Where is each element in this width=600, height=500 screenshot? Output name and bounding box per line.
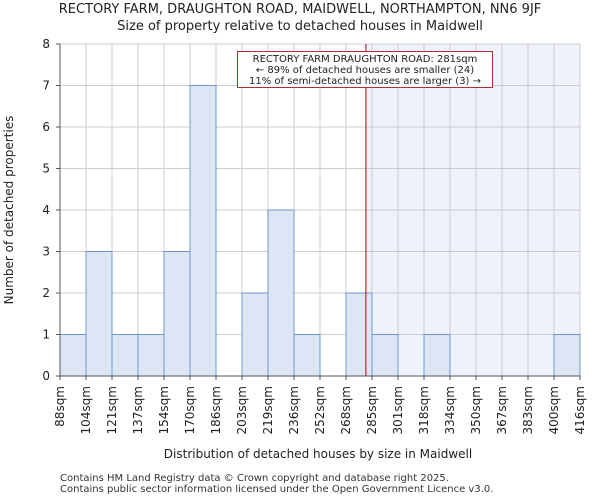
bar-121sqm (111, 334, 139, 377)
y-tick-label: 2 (42, 286, 50, 300)
y-tick-label: 7 (42, 79, 50, 93)
y-tick-label: 4 (42, 203, 50, 217)
x-tick-label: 154sqm (157, 386, 171, 434)
annotation-line-1: RECTORY FARM DRAUGHTON ROAD: 281sqm (252, 54, 478, 65)
bar-203sqm (241, 292, 269, 377)
y-tick-label: 0 (42, 369, 50, 383)
y-tick-label: 3 (42, 245, 50, 259)
bar-104sqm (85, 251, 113, 377)
annotation-line-3: 11% of semi-detached houses are larger (… (248, 76, 482, 87)
x-tick-label: 252sqm (313, 386, 327, 434)
bar-154sqm (163, 251, 191, 377)
bar-88sqm (59, 334, 87, 377)
x-axis-label: Distribution of detached houses by size … (164, 447, 472, 461)
x-tick-label: 285sqm (365, 386, 379, 434)
x-tick-label: 416sqm (573, 386, 587, 434)
x-tick-label: 383sqm (521, 386, 535, 434)
bar-219sqm (267, 209, 295, 377)
x-tick-label: 400sqm (547, 386, 561, 434)
x-tick-label: 121sqm (105, 386, 119, 434)
y-axis-label: Number of detached properties (2, 116, 16, 305)
bar-137sqm (137, 334, 165, 377)
property-annotation-box: RECTORY FARM DRAUGHTON ROAD: 281sqm ← 89… (237, 51, 493, 88)
footer-licence: Contains public sector information licen… (60, 484, 494, 495)
y-tick-label: 6 (42, 120, 50, 134)
x-tick-label: 137sqm (131, 386, 145, 434)
x-tick-label: 203sqm (235, 386, 249, 434)
chart-subtitle: Size of property relative to detached ho… (117, 19, 483, 34)
bar-236sqm (293, 334, 321, 377)
x-tick-label: 219sqm (261, 386, 275, 434)
x-tick-label: 367sqm (495, 386, 509, 434)
y-tick-label: 1 (42, 328, 50, 342)
bar-318sqm (423, 334, 451, 377)
chart-title: RECTORY FARM, DRAUGHTON ROAD, MAIDWELL, … (58, 2, 542, 17)
x-tick-label: 186sqm (209, 386, 223, 434)
x-tick-label: 268sqm (339, 386, 353, 434)
footer-copyright: Contains HM Land Registry data © Crown c… (60, 473, 449, 484)
bar-268sqm (345, 292, 373, 377)
x-tick-label: 318sqm (417, 386, 431, 434)
bar-285sqm (371, 334, 399, 377)
x-tick-label: 236sqm (287, 386, 301, 434)
x-tick-label: 170sqm (183, 386, 197, 434)
bar-400sqm (553, 334, 581, 377)
x-tick-label: 104sqm (79, 386, 93, 434)
bar-170sqm (189, 85, 217, 377)
x-tick-label: 350sqm (469, 386, 483, 434)
x-tick-label: 88sqm (53, 386, 67, 427)
annotation-line-2: ← 89% of detached houses are smaller (24… (255, 65, 475, 76)
y-tick-label: 5 (42, 162, 50, 176)
x-tick-label: 334sqm (443, 386, 457, 434)
x-tick-label: 301sqm (391, 386, 405, 434)
y-tick-label: 8 (42, 37, 50, 51)
